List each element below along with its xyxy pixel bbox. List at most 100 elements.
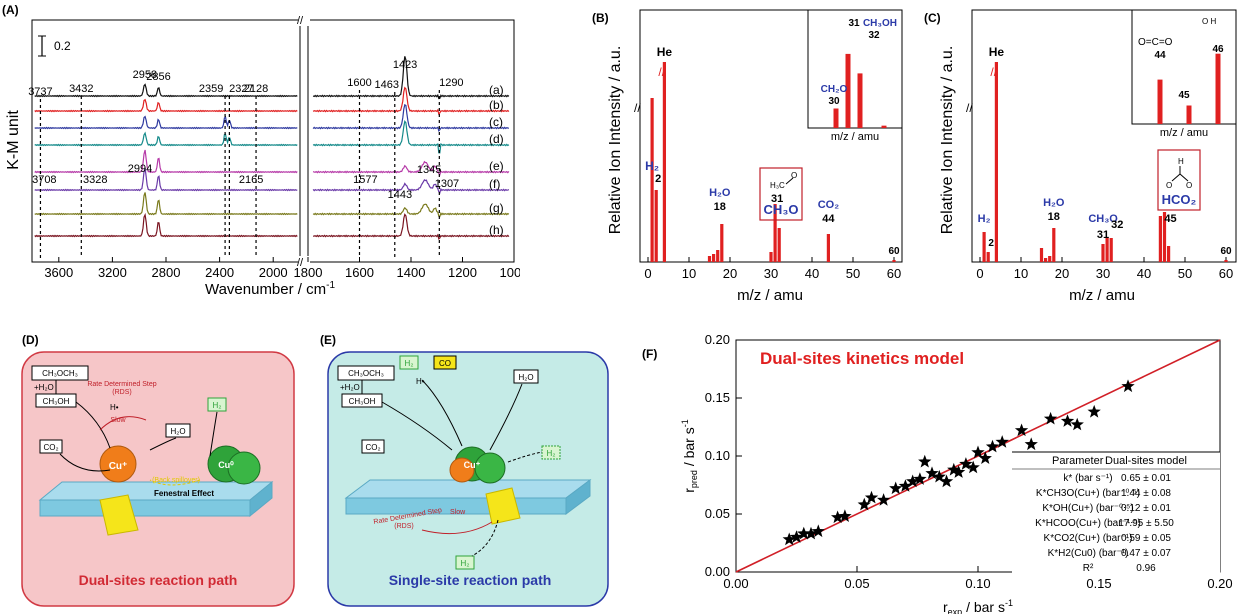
a-xtick-label: 2000: [259, 265, 288, 280]
inset-bar: [833, 108, 839, 128]
arrow-e-rds: [421, 521, 493, 535]
table-value: 0.59 ± 0.05: [1121, 533, 1171, 544]
ms-xtick-label: 40: [1137, 266, 1151, 281]
data-point-star: [789, 530, 804, 543]
y-axis-break: //: [966, 101, 973, 115]
scheme-d-background: [21, 351, 295, 607]
bar-break: //: [658, 65, 665, 79]
f-axis-group: 0.00 0.05 0.10 0.15 0.20 0.00 0.05 0.10 0.15 0.20: [705, 332, 1233, 591]
ms-bar: [826, 234, 830, 262]
c-axis-group: 0 10 20 30 40 50 60 // //: [966, 65, 1233, 281]
arrow-e-2: [381, 401, 453, 451]
f-xtick-label: 0.00: [723, 576, 748, 591]
c-inset-group: m/z / amu 44 45 46 O=C=O O H: [1131, 9, 1237, 139]
h2-e-top: H₂: [405, 359, 414, 368]
table-value: 0.12 ± 0.01: [1121, 503, 1171, 514]
curve-label: (h): [489, 223, 504, 237]
data-point-star: [995, 435, 1009, 448]
ms-peak-label: 2: [988, 238, 994, 249]
data-point-star: [782, 532, 796, 546]
data-point-star: [804, 526, 818, 540]
ms-bar: [720, 224, 724, 262]
ms-bar: [892, 260, 896, 262]
ms-peak-label: H₂: [645, 159, 659, 173]
water-e: +H₂O: [340, 383, 360, 392]
ms-bar: [707, 256, 712, 262]
f-xtick-label: 0.15: [1086, 576, 1111, 591]
ms-xtick-label: 10: [1014, 266, 1028, 281]
peak-label: 2958: [133, 69, 157, 81]
spectrum-line-right: [312, 56, 510, 100]
curve-label: (a): [489, 83, 504, 97]
ms-bar: [1109, 238, 1113, 262]
data-point-star: [985, 439, 1000, 453]
table-value: 1.44 ± 0.08: [1121, 488, 1171, 499]
data-point-star: [939, 474, 954, 488]
panel-label-b: (B): [592, 11, 609, 25]
ms-peak-label: 60: [888, 246, 900, 257]
table-param: K*H2(Cu0) (bar⁻¹): [1048, 548, 1129, 559]
ms-bar: [662, 62, 666, 262]
spectrum-line-left: [34, 98, 298, 113]
h2o-box-d: [165, 423, 191, 438]
ms-xtick-label: 60: [887, 266, 901, 281]
spectrum-line-left: [34, 167, 298, 192]
curve-label: (e): [489, 159, 504, 173]
reactant-box-d: [31, 365, 89, 381]
arrow-d-rds: [99, 416, 147, 431]
ms-peak-label: 18: [714, 201, 726, 213]
co2-box-e: [361, 439, 385, 454]
axis-break-top: //: [297, 15, 304, 27]
cu-site-e-2: [474, 452, 506, 484]
inset-peak-label: 46: [1212, 44, 1224, 55]
ms-xtick-label: 0: [644, 266, 651, 281]
curve-label: (f): [489, 177, 500, 191]
peak-label: 2994: [128, 163, 152, 175]
inset-peak-label: CH₃OH: [863, 18, 897, 29]
inset-peak-label: 32: [868, 30, 880, 41]
peak-label: 1600: [347, 77, 371, 89]
spectrum-line-left: [34, 192, 298, 216]
ms-bar: [1167, 246, 1171, 262]
data-point-star: [1121, 379, 1135, 393]
table-header: Parameter: [1052, 455, 1104, 467]
a-xtick-label: 1000: [500, 265, 520, 280]
spectrum-line-right: [312, 179, 510, 195]
inset-bar: [1215, 53, 1221, 125]
ms-xtick-label: 40: [805, 266, 819, 281]
ms-peak-label: 44: [822, 213, 835, 225]
co2-box-d: [39, 439, 63, 454]
ms-xtick-label: 0: [976, 266, 983, 281]
data-point-star: [947, 462, 961, 476]
ms-bar: [716, 250, 720, 262]
ms-peak-label: CO₂: [818, 199, 840, 211]
table-param: k* (bar s⁻¹): [1063, 473, 1112, 484]
inset-peak-label: 45: [1178, 90, 1190, 101]
reactant-d: CH₃OCH₃: [42, 369, 78, 378]
panel-c-ms: (C) Relative Ion Intensity / a.u. 0 10 20 3…: [924, 9, 1237, 304]
data-point-star: [831, 510, 845, 524]
spectrum-line-left: [34, 83, 298, 98]
spectrum-line-right: [312, 86, 510, 116]
table-param: K*CO2(Cu+) (bar⁻¹): [1044, 533, 1133, 544]
cu-plus-label: Cu⁺: [109, 461, 128, 472]
scheme-d-title: Dual-sites reaction path: [79, 572, 238, 588]
co2-e: CO₂: [365, 443, 380, 452]
reactant-box-e: [337, 365, 395, 381]
a-xtick-label: 3200: [98, 265, 127, 280]
ms-bar: [769, 252, 773, 262]
hco2-bond-co2: [1179, 173, 1189, 182]
data-point-star: [959, 457, 973, 470]
table-param: K*HCOO(Cu+) (bar⁻¹⋅⁵): [1035, 518, 1141, 529]
peak-label: 1290: [439, 77, 463, 89]
peak-label: 3737: [28, 86, 52, 98]
peak-label: 2856: [146, 71, 170, 83]
table-value: 0.96: [1136, 563, 1156, 574]
a-tick-group: 3600 3200 2800 2400 2000 1800 1600 1400 1200 1000: [44, 257, 520, 280]
spectrum-line-left: [34, 115, 298, 130]
a-xtick-label: 3600: [44, 265, 73, 280]
ms-bar: [1101, 244, 1105, 262]
plot-frame-right: [307, 19, 515, 263]
data-point-star: [864, 490, 879, 504]
